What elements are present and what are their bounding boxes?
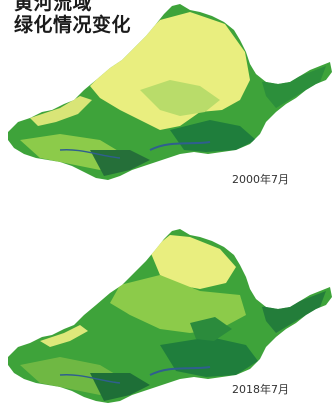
yellow-river-basin-map-2018: [8, 229, 332, 403]
title-line-2: 绿化情况变化: [14, 14, 132, 36]
map-2000: 2000年7月: [0, 0, 334, 200]
yellow-river-basin-map-2000: [8, 4, 332, 180]
map-2018: 2018年7月: [0, 205, 334, 403]
map-title: 黄河流域 绿化情况变化: [14, 0, 131, 36]
title-line-1: 黄河流域: [14, 0, 93, 14]
date-label-2000: 2000年7月: [232, 173, 289, 186]
date-label-2018: 2018年7月: [232, 383, 289, 396]
